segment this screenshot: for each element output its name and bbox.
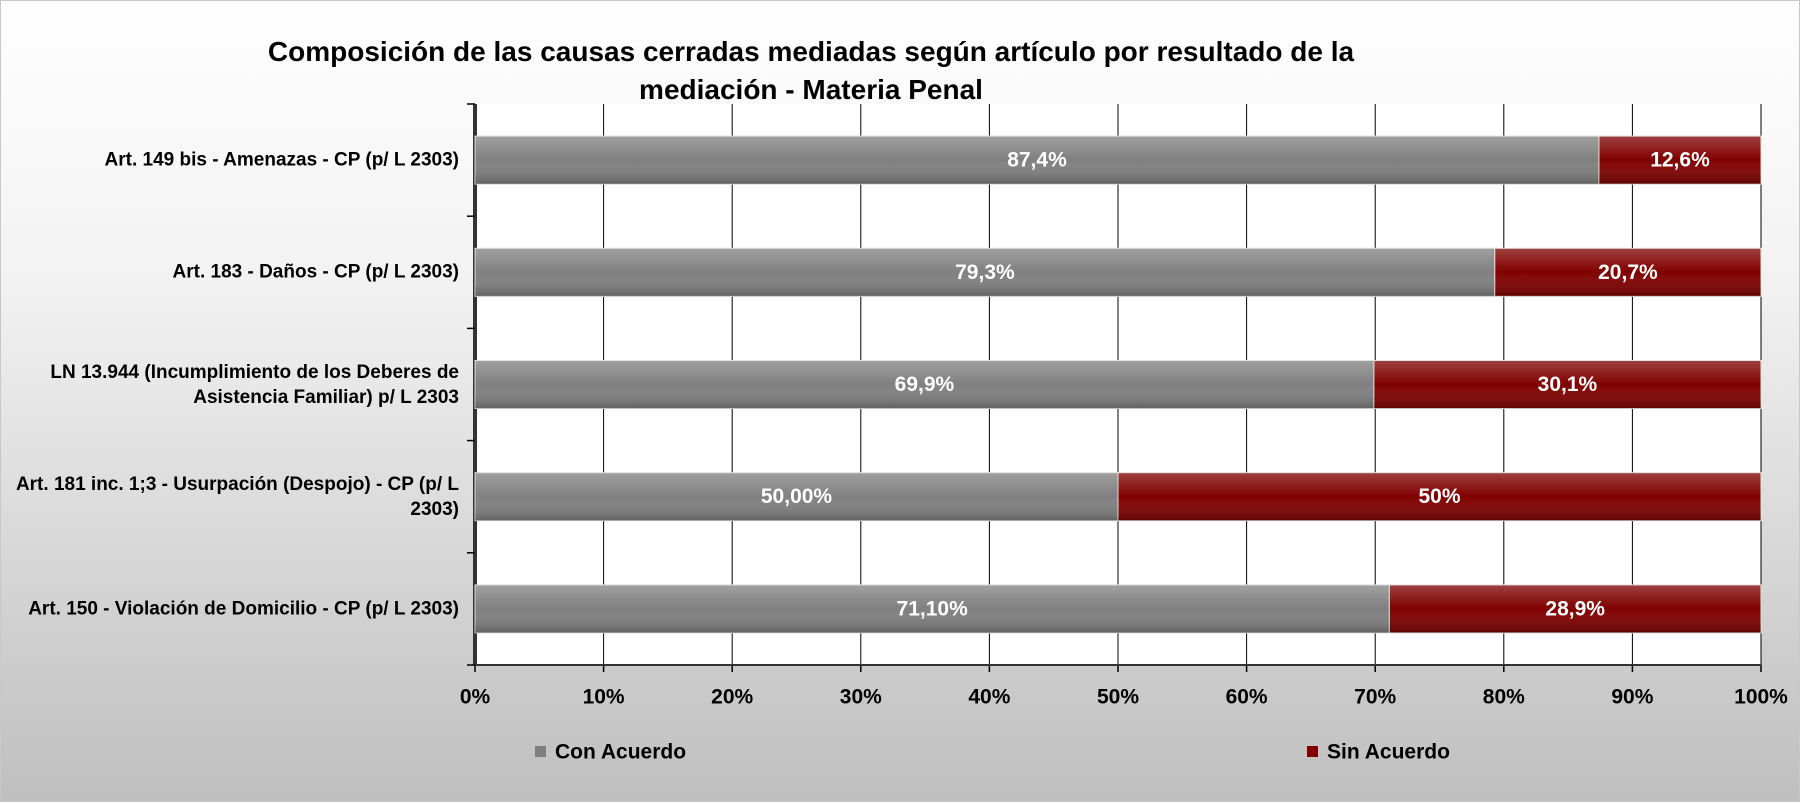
- bar-shade: [475, 248, 1495, 297]
- data-label: 12,6%: [1650, 149, 1710, 172]
- data-label: 30,1%: [1538, 373, 1598, 396]
- chart-title: Composición de las causas cerradas media…: [267, 36, 1355, 105]
- legend-swatch: [535, 746, 546, 757]
- data-label: 28,9%: [1545, 597, 1605, 620]
- bar-shade: [475, 584, 1390, 633]
- x-tick-label: 0%: [460, 686, 491, 709]
- bar-shade: [1494, 248, 1761, 297]
- x-tick-label: 40%: [968, 686, 1010, 709]
- y-tick-label: Art. 149 bis - Amenazas - CP (p/ L 2303): [104, 149, 459, 171]
- bar-shade: [1598, 136, 1761, 185]
- x-tick-label: 30%: [840, 686, 882, 709]
- data-label: 87,4%: [1007, 149, 1067, 172]
- x-tick-label: 50%: [1097, 686, 1139, 709]
- y-tick-label: LN 13.944 (Incumplimiento de los Deberes…: [50, 361, 459, 408]
- data-label: 71,10%: [897, 597, 969, 620]
- bar-shade: [1118, 472, 1761, 521]
- y-tick-label: Art. 181 inc. 1;3 - Usurpación (Despojo)…: [15, 473, 459, 520]
- data-label: 20,7%: [1598, 261, 1658, 284]
- x-tick-label: 20%: [711, 686, 753, 709]
- bar-shade: [475, 136, 1599, 185]
- data-label: 79,3%: [955, 261, 1015, 284]
- bar-shade: [1389, 584, 1761, 633]
- bar-shade: [475, 360, 1374, 409]
- data-label: 50,00%: [761, 485, 833, 508]
- x-tick-label: 10%: [583, 686, 625, 709]
- x-tick-label: 100%: [1734, 686, 1788, 709]
- x-tick-label: 80%: [1483, 686, 1525, 709]
- bar-shade: [475, 472, 1118, 521]
- bar-shade: [1373, 360, 1761, 409]
- legend-swatch: [1307, 746, 1318, 757]
- x-tick-label: 70%: [1354, 686, 1396, 709]
- y-tick-label: Art. 183 - Daños - CP (p/ L 2303): [172, 261, 460, 283]
- x-tick-label: 60%: [1226, 686, 1268, 709]
- legend-label: Sin Acuerdo: [1327, 741, 1450, 764]
- data-label: 69,9%: [895, 373, 955, 396]
- legend-label: Con Acuerdo: [555, 741, 686, 764]
- x-tick-label: 90%: [1611, 686, 1653, 709]
- y-tick-label: Art. 150 - Violación de Domicilio - CP (…: [28, 598, 459, 620]
- data-label: 50%: [1418, 485, 1460, 508]
